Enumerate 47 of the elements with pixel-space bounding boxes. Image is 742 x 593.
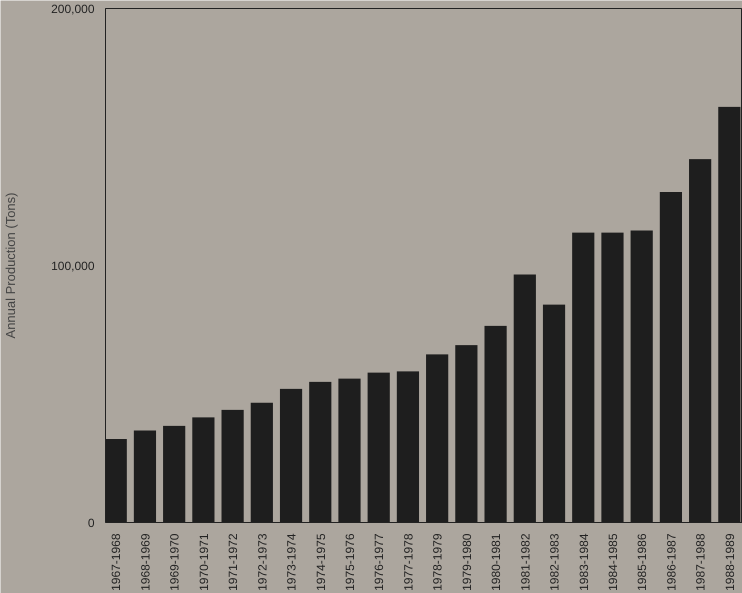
x-tick-label: 1968-1969	[138, 533, 152, 591]
x-tick-label: 1980-1981	[489, 533, 504, 591]
bar	[396, 371, 420, 522]
x-tick-label: 1986-1987	[664, 533, 678, 591]
x-tick-label: 1984-1985	[606, 533, 620, 591]
x-tick-label: 1988-1989	[722, 533, 737, 591]
bar	[368, 372, 390, 522]
bar	[222, 410, 244, 522]
bar	[338, 378, 361, 522]
y-axis-title: Annual Production (Tons)	[3, 192, 18, 338]
x-tick-label: 1974-1975	[314, 533, 328, 591]
bar	[134, 430, 156, 522]
x-tick-label: 1979-1980	[460, 533, 474, 591]
x-tick-label: 1987-1988	[694, 533, 708, 591]
x-tick-label: 1972-1973	[255, 533, 270, 591]
bar	[163, 426, 186, 522]
bar	[689, 159, 712, 522]
x-tick-label: 1982-1983	[548, 533, 562, 591]
x-tick-label: 1977-1978	[401, 533, 416, 591]
y-tick-label: 200,000	[51, 2, 95, 16]
x-tick-label: 1983-1984	[576, 533, 591, 591]
bar	[106, 438, 127, 522]
x-tick-label: 1985-1986	[635, 533, 650, 591]
x-tick-label: 1971-1972	[226, 533, 240, 591]
x-tick-label: 1975-1976	[342, 533, 357, 591]
bar	[309, 382, 332, 522]
bar	[542, 304, 566, 522]
y-tick-label: 100,000	[51, 259, 95, 273]
bar	[514, 274, 536, 522]
bar	[484, 326, 507, 522]
y-tick-label: 0	[88, 516, 95, 530]
x-tick-label: 1976-1977	[372, 533, 386, 591]
x-tick-label: 1967-1968	[109, 533, 124, 591]
bar	[572, 232, 594, 522]
x-tick-label: 1969-1970	[168, 533, 182, 591]
x-tick-label: 1981-1982	[518, 533, 532, 591]
x-tick-label: 1978-1979	[430, 533, 445, 591]
bar	[660, 192, 682, 522]
bar	[630, 230, 653, 522]
x-tick-label: 1973-1974	[284, 533, 299, 591]
bar	[601, 232, 624, 522]
bar	[250, 402, 273, 522]
bar	[426, 354, 448, 522]
x-tick-label: 1970-1971	[196, 533, 211, 591]
bar	[455, 345, 478, 522]
bar	[192, 417, 214, 522]
bar	[280, 388, 302, 522]
